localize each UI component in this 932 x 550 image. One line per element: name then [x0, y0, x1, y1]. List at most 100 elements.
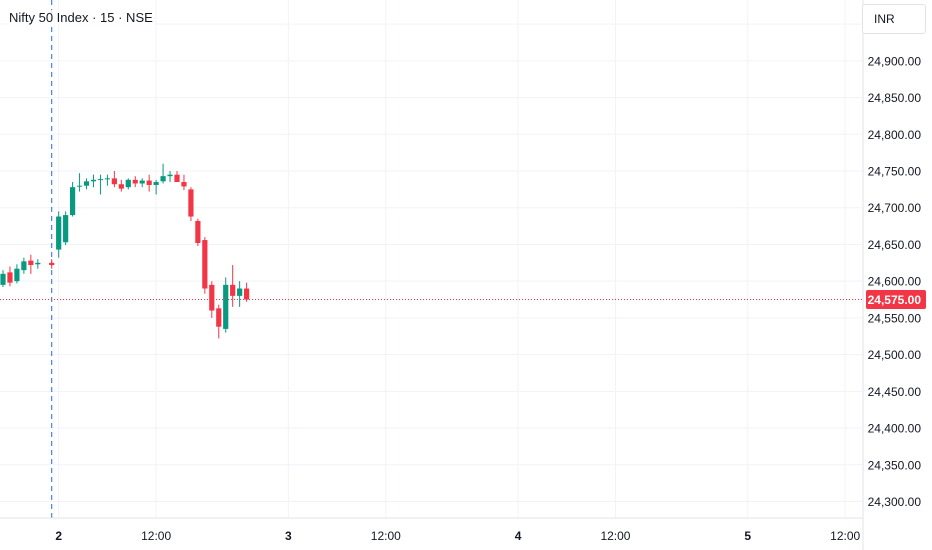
candle-body	[244, 288, 250, 300]
candle-up	[83, 178, 90, 190]
grid	[0, 0, 863, 518]
candle-body	[160, 176, 166, 182]
candle-down	[118, 179, 124, 192]
candle-body	[209, 284, 215, 311]
candle-down	[188, 187, 194, 221]
x-tick-label: 3	[285, 529, 292, 543]
candle-up	[237, 281, 243, 307]
candle-body	[21, 261, 27, 271]
candle-down	[181, 174, 187, 191]
currency-button[interactable]: INR	[862, 4, 926, 34]
candle-body	[230, 284, 236, 296]
candle-up	[0, 270, 6, 288]
candle-down	[244, 282, 250, 302]
x-tick-label: 5	[744, 529, 751, 543]
candle-up	[35, 259, 41, 269]
candle-up	[167, 171, 173, 183]
candle-body	[118, 184, 124, 189]
candle-body	[132, 179, 138, 184]
y-tick-label: 24,450.00	[868, 385, 922, 399]
candle-body	[7, 272, 13, 283]
y-tick-label: 24,700.00	[868, 201, 922, 215]
candle-up	[139, 178, 145, 188]
y-tick-label: 24,750.00	[868, 165, 922, 179]
candle-body	[237, 288, 243, 296]
x-tick-label: 12:00	[141, 529, 171, 543]
y-tick-label: 24,900.00	[868, 54, 922, 68]
candle-body	[216, 308, 222, 327]
candle-down	[216, 304, 222, 339]
last-price-label-bg	[866, 290, 926, 310]
candle-down	[146, 174, 152, 192]
candle-body	[195, 220, 201, 243]
candle-body	[70, 187, 76, 216]
y-tick-label: 24,650.00	[868, 238, 922, 252]
x-tick-label: 12:00	[371, 529, 401, 543]
currency-label: INR	[874, 12, 895, 26]
candle-up	[76, 173, 83, 192]
y-tick-label: 24,500.00	[868, 348, 922, 362]
y-tick-label: 24,350.00	[868, 458, 922, 472]
candle-body	[139, 180, 145, 184]
time-axis: 2 12:00 3 12:00 4 12:00 5 12:00	[55, 529, 860, 543]
y-tick-label: 24,850.00	[868, 91, 922, 105]
candle-up	[70, 182, 76, 217]
candle-body	[0, 273, 6, 285]
x-tick-label: 12:00	[830, 529, 860, 543]
candle-up	[56, 211, 62, 258]
candle-body	[181, 182, 187, 187]
candle-up	[104, 174, 110, 186]
candle-body	[223, 284, 229, 329]
candle-body	[49, 262, 55, 266]
candles	[0, 163, 250, 339]
candle-body	[104, 178, 110, 180]
price-axis-background	[863, 0, 932, 550]
candle-up	[63, 211, 69, 246]
candle-down	[28, 254, 34, 274]
candle-down	[7, 266, 13, 287]
candle-body	[202, 240, 208, 289]
last-price-label: 24,575.00	[868, 293, 922, 307]
candle-down	[230, 265, 236, 307]
candle-body	[90, 179, 97, 182]
candle-down	[132, 176, 138, 188]
candle-up	[21, 257, 27, 274]
candle-body	[188, 189, 194, 217]
candle-body	[35, 262, 41, 265]
candle-up	[223, 277, 229, 333]
candle-body	[167, 174, 173, 177]
y-tick-label: 24,300.00	[868, 495, 922, 509]
x-tick-label: 12:00	[600, 529, 630, 543]
candle-down	[49, 259, 55, 269]
candle-body	[146, 180, 152, 185]
candle-down	[209, 281, 215, 318]
candle-up	[90, 174, 97, 188]
candle-up	[125, 178, 131, 190]
candle-body	[28, 260, 34, 266]
candle-down	[174, 171, 180, 183]
candle-up	[14, 264, 20, 284]
y-tick-label: 24,550.00	[868, 311, 922, 325]
candle-body	[83, 181, 90, 186]
candle-body	[76, 185, 83, 187]
candle-body	[97, 179, 104, 181]
candle-up	[160, 163, 166, 184]
y-tick-label: 24,600.00	[868, 275, 922, 289]
symbol-title: Nifty 50 Index · 15 · NSE	[9, 10, 153, 25]
candle-up	[153, 179, 159, 195]
candle-body	[63, 215, 69, 243]
y-tick-label: 24,800.00	[868, 128, 922, 142]
candle-down	[111, 171, 117, 188]
candle-body	[111, 178, 117, 185]
candle-down	[195, 218, 201, 246]
candle-body	[14, 268, 20, 282]
candle-body	[125, 179, 131, 188]
candle-down	[202, 237, 208, 294]
symbol-legend[interactable]: Nifty 50 Index · 15 · NSE	[7, 10, 155, 25]
candle-body	[153, 182, 159, 185]
candle-body	[174, 174, 180, 183]
candle-up	[97, 174, 104, 195]
x-tick-label: 2	[55, 529, 62, 543]
last-price-label-group: 24,575.00	[866, 290, 926, 310]
